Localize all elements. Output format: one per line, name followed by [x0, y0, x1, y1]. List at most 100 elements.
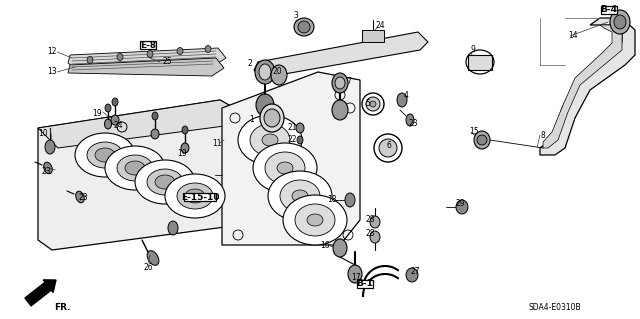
- Text: 1: 1: [250, 115, 254, 124]
- Text: 27: 27: [410, 268, 420, 277]
- Ellipse shape: [168, 221, 178, 235]
- Text: 14: 14: [568, 31, 578, 40]
- Ellipse shape: [255, 60, 275, 84]
- Text: 15: 15: [469, 128, 479, 137]
- Ellipse shape: [283, 195, 347, 245]
- Text: 3: 3: [294, 11, 298, 20]
- Bar: [358, 279, 372, 288]
- Ellipse shape: [181, 143, 189, 153]
- Polygon shape: [543, 25, 622, 148]
- Ellipse shape: [105, 146, 165, 190]
- Ellipse shape: [117, 54, 123, 61]
- Text: B-1: B-1: [356, 279, 373, 288]
- Ellipse shape: [406, 268, 418, 282]
- Ellipse shape: [256, 94, 274, 116]
- Text: E-15-10: E-15-10: [180, 192, 220, 202]
- Ellipse shape: [182, 126, 188, 134]
- Text: 25: 25: [162, 57, 172, 66]
- Ellipse shape: [104, 119, 111, 129]
- Text: 5: 5: [365, 99, 371, 108]
- Ellipse shape: [456, 200, 468, 214]
- Ellipse shape: [307, 214, 323, 226]
- Ellipse shape: [147, 50, 153, 57]
- Ellipse shape: [112, 98, 118, 106]
- Text: 2: 2: [248, 60, 252, 69]
- Ellipse shape: [155, 175, 175, 189]
- Polygon shape: [68, 48, 226, 72]
- Ellipse shape: [259, 64, 271, 80]
- Text: 11: 11: [212, 138, 221, 147]
- Ellipse shape: [379, 139, 397, 157]
- Ellipse shape: [260, 104, 284, 132]
- Polygon shape: [254, 32, 428, 78]
- Ellipse shape: [75, 133, 135, 177]
- Ellipse shape: [335, 77, 345, 89]
- Ellipse shape: [298, 21, 310, 33]
- Ellipse shape: [135, 160, 195, 204]
- Ellipse shape: [253, 143, 317, 193]
- FancyArrow shape: [25, 280, 56, 306]
- Text: 28: 28: [365, 216, 375, 225]
- Ellipse shape: [76, 191, 84, 203]
- Ellipse shape: [95, 148, 115, 162]
- Ellipse shape: [147, 251, 159, 265]
- Text: 26: 26: [143, 263, 153, 272]
- Text: 12: 12: [47, 48, 57, 56]
- Ellipse shape: [44, 162, 52, 174]
- Text: 23: 23: [41, 167, 51, 176]
- Ellipse shape: [366, 97, 380, 111]
- Ellipse shape: [87, 56, 93, 63]
- Text: 16: 16: [320, 241, 330, 250]
- Ellipse shape: [397, 93, 407, 107]
- Ellipse shape: [348, 265, 362, 283]
- Ellipse shape: [271, 65, 287, 85]
- Ellipse shape: [152, 112, 158, 120]
- Ellipse shape: [87, 142, 123, 168]
- Ellipse shape: [474, 131, 490, 149]
- Ellipse shape: [296, 123, 304, 133]
- Text: SDA4-E0310B: SDA4-E0310B: [529, 303, 581, 313]
- Text: 8: 8: [541, 130, 545, 139]
- Ellipse shape: [264, 109, 280, 127]
- Ellipse shape: [125, 161, 145, 175]
- Ellipse shape: [614, 15, 626, 29]
- Bar: [602, 6, 616, 14]
- Ellipse shape: [117, 155, 153, 181]
- Text: 19: 19: [177, 149, 187, 158]
- Text: 28: 28: [365, 229, 375, 239]
- Ellipse shape: [370, 216, 380, 228]
- Text: 29: 29: [455, 199, 465, 209]
- Bar: [468, 55, 492, 70]
- Ellipse shape: [165, 174, 225, 218]
- Ellipse shape: [268, 171, 332, 221]
- Ellipse shape: [406, 114, 414, 126]
- Ellipse shape: [333, 239, 347, 257]
- Text: 7: 7: [347, 78, 351, 86]
- Text: 6: 6: [387, 140, 392, 150]
- Ellipse shape: [177, 183, 213, 209]
- Ellipse shape: [610, 10, 630, 34]
- Polygon shape: [222, 72, 360, 245]
- Text: 23: 23: [408, 118, 418, 128]
- Text: 9: 9: [470, 46, 476, 55]
- Text: 17: 17: [351, 272, 361, 281]
- Polygon shape: [38, 100, 252, 148]
- Ellipse shape: [332, 100, 348, 120]
- Text: 10: 10: [38, 129, 48, 137]
- Bar: [184, 193, 216, 201]
- Text: 18: 18: [327, 196, 337, 204]
- Ellipse shape: [370, 101, 376, 107]
- Ellipse shape: [332, 73, 348, 93]
- Polygon shape: [68, 58, 224, 76]
- Text: FR.: FR.: [54, 302, 70, 311]
- Text: 13: 13: [47, 68, 57, 77]
- Text: 22: 22: [287, 136, 297, 145]
- Ellipse shape: [280, 180, 320, 212]
- Ellipse shape: [185, 189, 205, 203]
- Ellipse shape: [265, 152, 305, 184]
- Ellipse shape: [297, 136, 303, 144]
- Ellipse shape: [147, 169, 183, 195]
- Ellipse shape: [370, 231, 380, 243]
- Text: B-4: B-4: [600, 5, 618, 14]
- Ellipse shape: [250, 124, 290, 156]
